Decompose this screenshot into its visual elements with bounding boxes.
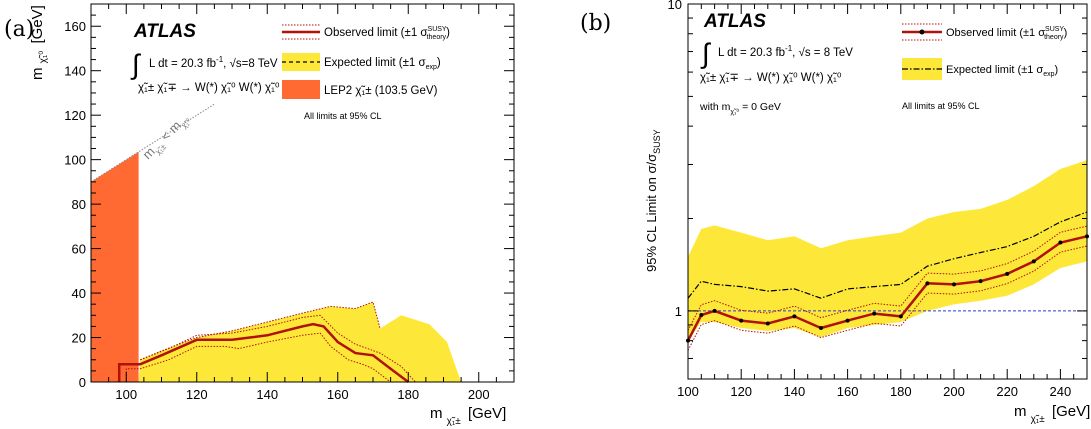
panel-b-cl-note: All limits at 95% CL [902, 101, 980, 111]
expected-band [126, 302, 462, 382]
x-tick-label: 140 [256, 387, 278, 402]
panel-b-y-ticks: 1 10 [668, 0, 1087, 359]
observed-point [819, 325, 823, 330]
y-tick-label: 0 [79, 375, 86, 390]
observed-plus-1sigma [140, 314, 416, 383]
x-tick-label: 200 [943, 384, 965, 399]
legend-b-obs-marker [919, 29, 925, 35]
observed-point [792, 314, 797, 319]
y-tick-label: 1 [675, 304, 682, 319]
y-tick-label: 60 [72, 242, 86, 257]
observed-point [712, 308, 717, 313]
observed-point [952, 282, 956, 287]
x-tick-label: 160 [837, 384, 859, 399]
observed-point [1005, 271, 1010, 276]
observed-plus-1sigma [687, 225, 1088, 331]
panel-a-label: (a) [4, 17, 34, 42]
panel-a-x-ticks: 100 120 140 160 180 200 [90, 4, 515, 402]
panel-b-mass-note: with mχ̃₁⁰ = 0 GeV [699, 101, 781, 116]
observed-point [898, 314, 903, 319]
observed-point [872, 311, 877, 316]
y-label-m: m [29, 68, 46, 81]
legend-a-lep2-swatch [282, 80, 320, 99]
panel-a-atlas-brand: ATLAS [133, 21, 196, 42]
x-tick-label: 200 [468, 387, 490, 402]
panel-a: (a) 100 120 140 160 180 200 0 20 40 60 80 100 120 14… [4, 3, 515, 428]
observed-point [978, 279, 983, 284]
panel-a-y-axis-label: m χ̃₁⁰ [GeV] [29, 5, 50, 80]
panel-a-diagonal-label: mχ̃₁± < mχ̃₁⁰ [140, 111, 194, 165]
observed-minus-1sigma [125, 332, 391, 383]
legend-a-lep2-label: LEP2 χ̃₁± (103.5 GeV) [324, 85, 438, 97]
y-tick-label: 160 [64, 19, 86, 34]
y-label-unit: [GeV] [29, 5, 46, 43]
legend-b-expected-label: Expected limit (±1 σexp) [946, 64, 1058, 78]
panel-b-lumi: L dt = 20.3 fb-1, √s = 8 TeV [718, 44, 853, 59]
y-tick-label: 80 [72, 197, 86, 212]
observed-point [739, 318, 744, 323]
x-tick-label: 240 [1050, 384, 1072, 399]
panel-b-y-axis-label: 95% CL Limit on σ/σSUSY [644, 129, 662, 272]
legend-a-observed-label: Observed limit (±1 σSUSY theory) [324, 26, 450, 41]
y-label-sub: χ̃₁⁰ [38, 51, 49, 64]
panel-b-process: χ̃₁± χ̃₁∓ → W(*) χ̃₁⁰ W(*) χ̃₁⁰ [700, 72, 842, 84]
panel-a-lumi: L dt = 20.3 fb-1, √s=8 TeV [149, 55, 278, 70]
panel-a-legend: Observed limit (±1 σSUSY theory) Expected… [282, 24, 450, 121]
observed-point [925, 281, 930, 286]
panel-b-plot-area [686, 160, 1089, 351]
panel-a-y-ticks: 0 20 40 60 80 100 120 140 160 [64, 3, 514, 390]
panel-b-x-ticks: 100 120 140 160 180 200 220 240 [677, 4, 1088, 399]
panel-a-x-axis-label: m χ̃₁± [GeV] [430, 405, 506, 428]
panel-a-cl-note: All limits at 95% CL [304, 111, 382, 121]
expected-limit-line [687, 211, 1088, 299]
panel-b-label: (b) [580, 11, 611, 36]
y-tick-label: 140 [64, 64, 86, 79]
panel-b-x-axis-label: m χ̃₁± [GeV] [1014, 403, 1090, 426]
x-tick-label: 180 [397, 387, 419, 402]
panel-b-integral-sign: ∫ [700, 38, 712, 69]
y-tick-label: 120 [64, 108, 86, 123]
observed-point [845, 318, 850, 323]
svg-text:95% CL Limit on σ/σSUSY: 95% CL Limit on σ/σSUSY [644, 129, 662, 272]
panel-a-plot-area [90, 103, 462, 383]
kinematic-diagonal [90, 103, 215, 183]
observed-limit-line [117, 322, 410, 383]
x-tick-label: 100 [677, 384, 699, 399]
legend-a-expected-label: Expected limit (±1 σexp) [324, 57, 441, 71]
panel-b: (b) 100 120 140 160 180 200 220 240 1 10 95% CL … [580, 0, 1090, 426]
y-tick-label: 10 [668, 0, 682, 12]
x-tick-label: 160 [327, 387, 349, 402]
y-tick-label: 40 [72, 286, 86, 301]
x-tick-label: 100 [115, 387, 137, 402]
expected-band [688, 160, 1087, 341]
legend-a-expected-swatch [282, 53, 320, 71]
observed-minus-1sigma [687, 245, 1088, 351]
x-tick-label: 140 [784, 384, 806, 399]
x-tick-label: 120 [186, 387, 208, 402]
svg-text:m χ̃₁⁰ [GeV]: m χ̃₁⁰ [GeV] [29, 5, 50, 80]
observed-point [1058, 240, 1063, 245]
panel-b-atlas-brand: ATLAS [703, 11, 766, 32]
x-tick-label: 180 [890, 384, 912, 399]
observed-point [699, 312, 704, 317]
observed-point [765, 321, 770, 326]
panel-a-process: χ̃₁± χ̃₁∓ → W(*) χ̃₁⁰ W(*) χ̃₁⁰ [138, 82, 280, 94]
x-tick-label: 220 [996, 384, 1018, 399]
y-tick-label: 100 [64, 153, 86, 168]
y-tick-label: 20 [72, 331, 86, 346]
observed-point [1031, 259, 1036, 264]
expected-band-upper-contour [140, 301, 381, 361]
lep2-excluded-region [91, 151, 139, 382]
svg-text:mχ̃₁± < mχ̃₁⁰: mχ̃₁± < mχ̃₁⁰ [140, 111, 194, 165]
panel-a-integral-sign: ∫ [130, 49, 142, 80]
legend-b-observed-label: Observed limit (±1 σSUSY theory) [946, 26, 1067, 41]
x-tick-label: 120 [730, 384, 752, 399]
panel-b-legend: Observed limit (±1 σSUSY theory) Expected… [902, 23, 1067, 111]
